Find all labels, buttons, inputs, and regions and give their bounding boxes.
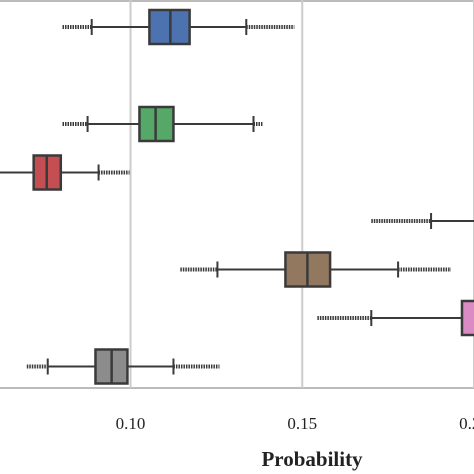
x-tick-label: 0.10 <box>116 414 146 433</box>
plot-area <box>0 0 474 388</box>
x-axis-label: Probability <box>261 447 363 471</box>
x-tick-label: 0.20 <box>459 414 474 433</box>
x-tick-label: 0.15 <box>287 414 317 433</box>
box <box>460 299 474 337</box>
x-axis: 0.10 0.15 0.20 <box>116 414 474 433</box>
